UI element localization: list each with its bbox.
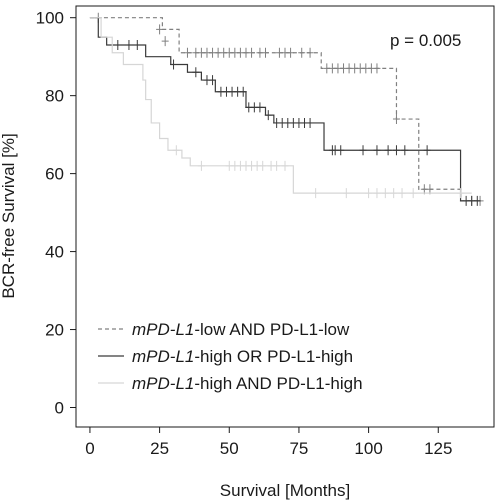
y-tick-label: 100 xyxy=(36,9,64,28)
censor-mark xyxy=(359,145,367,156)
legend-label-2: mPD-L1-high AND PD-L1-high xyxy=(132,374,363,393)
censor-mark xyxy=(384,145,392,156)
censor-mark xyxy=(273,160,281,171)
censor-mark xyxy=(457,188,465,199)
x-tick-label: 25 xyxy=(150,439,169,458)
x-tick-label: 0 xyxy=(85,439,94,458)
censor-mark xyxy=(390,188,398,199)
censor-mark xyxy=(256,102,264,113)
plot-frame xyxy=(75,5,495,428)
survival-curve-0 xyxy=(89,17,481,202)
censor-mark xyxy=(398,188,406,199)
censor-mark xyxy=(183,47,191,58)
censor-mark xyxy=(373,63,381,74)
survival-curve-2 xyxy=(89,17,472,194)
censor-mark xyxy=(409,188,417,199)
y-axis-title: BCR-free Survival [%] xyxy=(0,133,18,298)
censor-mark xyxy=(306,117,314,128)
censor-mark xyxy=(133,39,141,50)
censor-mark xyxy=(337,145,345,156)
censor-mark xyxy=(259,160,267,171)
censor-mark xyxy=(381,188,389,199)
censor-mark xyxy=(248,47,256,58)
censor-mark xyxy=(172,145,180,156)
censor-mark xyxy=(306,47,314,58)
x-tick-label: 75 xyxy=(289,439,308,458)
censor-mark xyxy=(264,110,272,121)
censor-mark xyxy=(281,160,289,171)
survival-curves xyxy=(89,12,484,206)
censor-mark xyxy=(373,145,381,156)
censor-mark xyxy=(209,75,217,86)
censor-mark xyxy=(401,145,409,156)
legend-label-0: mPD-L1-low AND PD-L1-low xyxy=(132,320,350,339)
x-tick-label: 50 xyxy=(220,439,239,458)
censor-mark xyxy=(170,59,178,70)
censor-mark xyxy=(392,114,400,125)
censor-mark xyxy=(423,145,431,156)
censor-mark xyxy=(473,195,481,206)
censor-mark xyxy=(125,39,133,50)
censor-mark xyxy=(192,67,200,78)
censor-mark xyxy=(298,47,306,58)
legend: mPD-L1-low AND PD-L1-low mPD-L1-high OR P… xyxy=(98,320,363,393)
censor-mark xyxy=(342,188,350,199)
censor-mark xyxy=(114,39,122,50)
x-axis-title: Survival [Months] xyxy=(220,481,350,500)
censor-mark xyxy=(287,47,295,58)
censor-mark xyxy=(239,86,247,97)
x-axis: 0 25 50 75 100 125 xyxy=(85,427,452,458)
legend-label-1: mPD-L1-high OR PD-L1-high xyxy=(132,347,353,366)
censor-mark xyxy=(392,145,400,156)
x-tick-label: 125 xyxy=(424,439,452,458)
x-tick-label: 100 xyxy=(354,439,382,458)
y-tick-label: 80 xyxy=(45,87,64,106)
y-axis: 0 20 40 60 80 100 xyxy=(36,9,76,418)
y-tick-label: 60 xyxy=(45,165,64,184)
y-tick-label: 0 xyxy=(55,399,64,418)
censor-mark xyxy=(373,188,381,199)
censor-mark xyxy=(156,24,164,35)
y-tick-label: 20 xyxy=(45,321,64,340)
p-value-annotation: p = 0.005 xyxy=(390,31,461,50)
censor-mark xyxy=(261,47,269,58)
censor-mark xyxy=(365,188,373,199)
y-tick-label: 40 xyxy=(45,243,64,262)
censor-mark xyxy=(312,188,320,199)
censor-mark xyxy=(197,160,205,171)
censor-mark xyxy=(161,36,169,47)
